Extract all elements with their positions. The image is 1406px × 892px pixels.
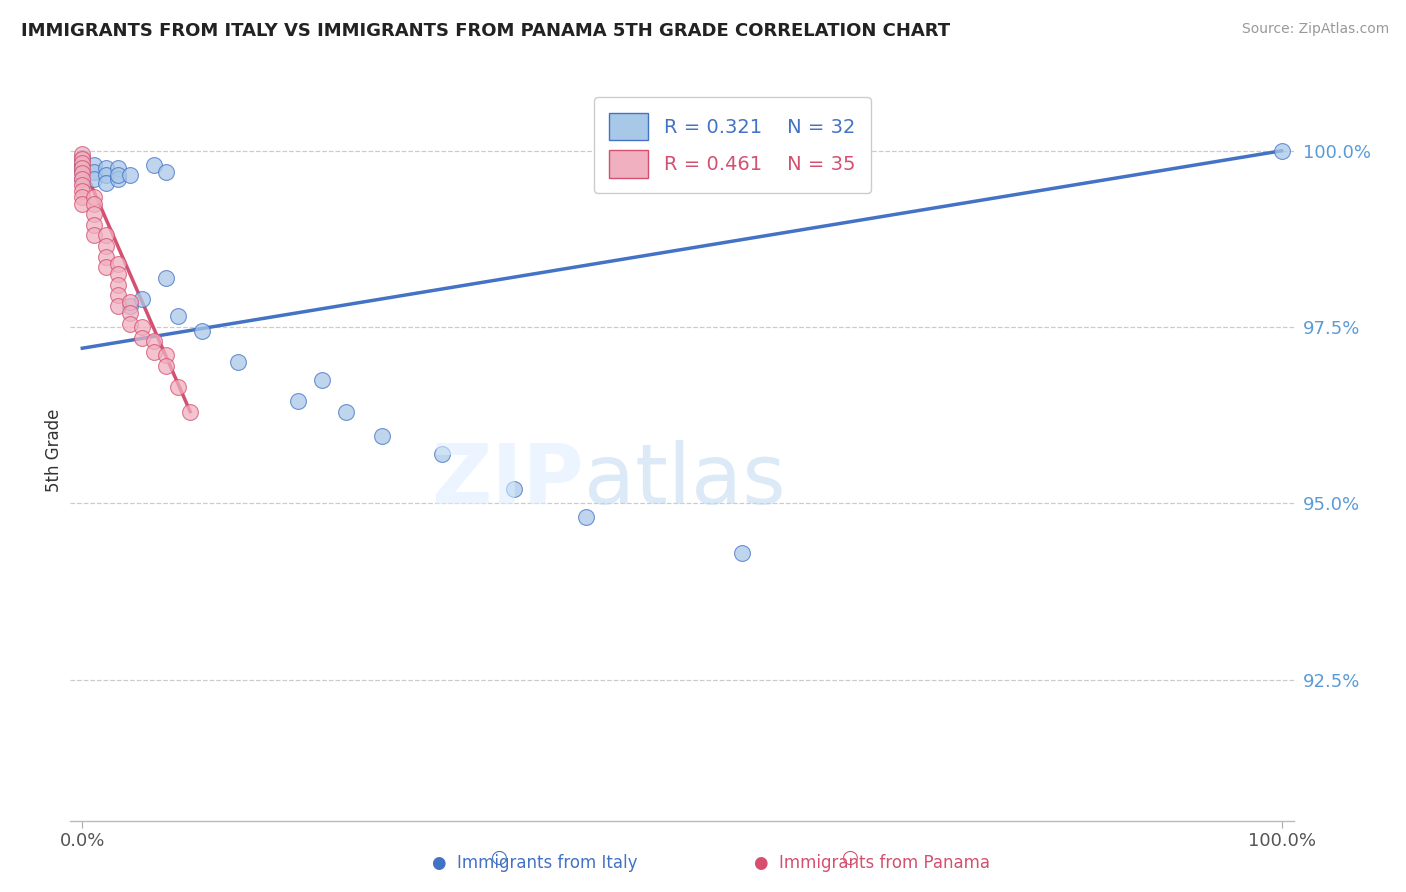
Point [72, 172, 94, 186]
Point [96, 228, 118, 243]
Point [120, 317, 142, 331]
Point [107, 169, 129, 183]
Point [503, 482, 526, 496]
Text: ○: ○ [491, 848, 508, 867]
Point [72, 147, 94, 161]
Point [72, 156, 94, 170]
Point [72, 153, 94, 167]
Text: ZIP: ZIP [432, 440, 583, 521]
Legend: R = 0.321    N = 32, R = 0.461    N = 35: R = 0.321 N = 32, R = 0.461 N = 35 [593, 97, 870, 194]
Point [107, 277, 129, 292]
Point [72, 196, 94, 211]
Point [72, 158, 94, 172]
Point [83, 172, 105, 186]
Point [731, 546, 754, 560]
Point [155, 348, 177, 362]
Text: IMMIGRANTS FROM ITALY VS IMMIGRANTS FROM PANAMA 5TH GRADE CORRELATION CHART: IMMIGRANTS FROM ITALY VS IMMIGRANTS FROM… [21, 22, 950, 40]
Point [83, 218, 105, 232]
Point [72, 151, 94, 165]
Point [107, 299, 129, 313]
Point [96, 239, 118, 253]
Point [72, 189, 94, 203]
Point [191, 324, 214, 338]
Point [96, 169, 118, 183]
Point [143, 158, 166, 172]
Point [83, 158, 105, 172]
Point [155, 165, 177, 179]
Point [72, 178, 94, 192]
Point [72, 161, 94, 176]
Point [72, 161, 94, 176]
Point [371, 429, 394, 443]
Point [131, 331, 153, 345]
Text: Source: ZipAtlas.com: Source: ZipAtlas.com [1241, 22, 1389, 37]
Point [83, 207, 105, 221]
Point [107, 257, 129, 271]
Point [107, 172, 129, 186]
Point [179, 405, 201, 419]
Point [143, 344, 166, 359]
Text: ●  Immigrants from Panama: ● Immigrants from Panama [754, 855, 990, 872]
Point [83, 189, 105, 203]
Text: ●  Immigrants from Italy: ● Immigrants from Italy [432, 855, 637, 872]
Point [120, 169, 142, 183]
Point [107, 288, 129, 302]
Point [575, 510, 598, 524]
Text: ○: ○ [842, 848, 859, 867]
Point [72, 166, 94, 180]
Point [131, 320, 153, 334]
Point [96, 260, 118, 274]
Point [120, 299, 142, 313]
Point [311, 373, 333, 387]
Point [1270, 144, 1292, 158]
Point [131, 292, 153, 306]
Point [335, 405, 357, 419]
Y-axis label: 5th Grade: 5th Grade [45, 409, 63, 492]
Point [155, 270, 177, 285]
Point [72, 172, 94, 186]
Point [167, 310, 190, 324]
Point [120, 306, 142, 320]
Point [96, 250, 118, 264]
Point [107, 161, 129, 176]
Point [107, 267, 129, 281]
Point [83, 165, 105, 179]
Point [120, 295, 142, 310]
Point [287, 394, 309, 409]
Point [430, 447, 453, 461]
Point [96, 161, 118, 176]
Text: atlas: atlas [583, 440, 786, 521]
Point [167, 380, 190, 394]
Point [83, 196, 105, 211]
Point [155, 359, 177, 373]
Point [96, 176, 118, 190]
Point [226, 355, 249, 369]
Point [72, 165, 94, 179]
Point [83, 228, 105, 243]
Point [72, 184, 94, 198]
Point [143, 334, 166, 348]
